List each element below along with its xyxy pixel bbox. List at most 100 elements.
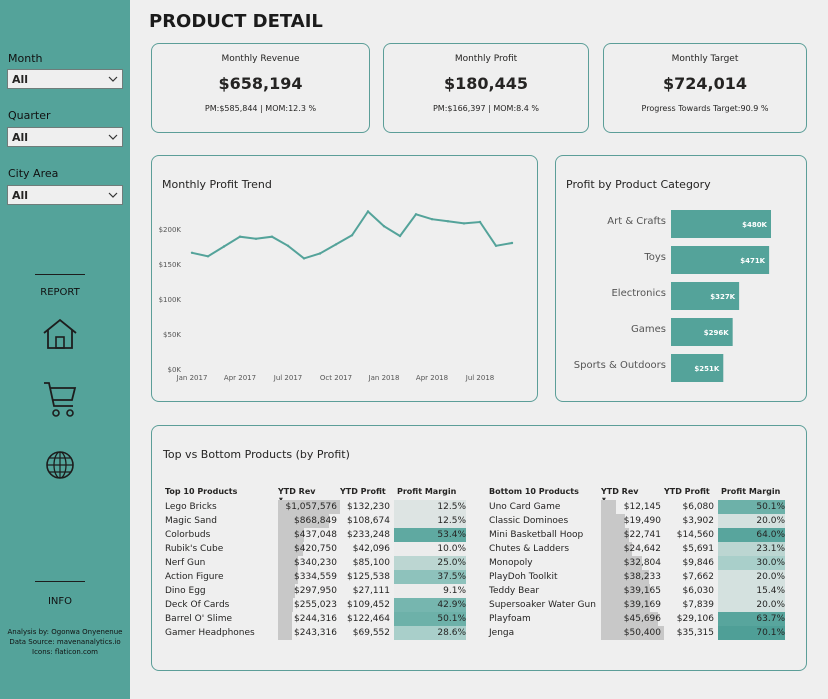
ytd-revenue: $297,950 [278, 584, 340, 598]
ytd-revenue: $39,169 [601, 598, 664, 612]
table-row[interactable]: Mini Basketball Hoop $22,741 $14,560 64.0% [489, 528, 785, 542]
ytd-revenue: $1,057,576 [278, 500, 340, 514]
revenue-value: $39,165 [623, 586, 661, 596]
bar-data-label: $251K [694, 365, 719, 373]
top-bottom-products-card: Top vs Bottom Products (by Profit) Top 1… [151, 425, 807, 671]
table-row[interactable]: Playfoam $45,696 $29,106 63.7% [489, 612, 785, 626]
column-header[interactable]: Top 10 Products [165, 486, 238, 496]
data-point [270, 235, 274, 238]
ytd-revenue: $420,750 [278, 542, 340, 556]
profit-margin: 12.5% [394, 514, 466, 528]
table-row[interactable]: Deck Of Cards $255,023 $109,452 42.9% [165, 598, 466, 612]
x-tick-label: Jan 2017 [176, 374, 208, 382]
globe-icon[interactable] [45, 450, 75, 480]
product-name: Teddy Bear [489, 586, 540, 596]
quarter-filter-dropdown[interactable]: All [7, 127, 123, 147]
bar-data-label: $296K [704, 329, 729, 337]
column-header[interactable]: Bottom 10 Products [489, 486, 579, 496]
report-nav-label[interactable]: REPORT [40, 287, 80, 298]
column-header[interactable]: YTD Profit [664, 486, 710, 496]
column-header[interactable]: Profit Margin [721, 486, 781, 496]
product-name: Dino Egg [165, 586, 206, 596]
table-row[interactable]: Chutes & Ladders $24,642 $5,691 23.1% [489, 542, 785, 556]
table-row[interactable]: Uno Card Game $12,145 $6,080 50.1% [489, 500, 785, 514]
table-row[interactable]: Jenga $50,400 $35,315 70.1% [489, 626, 785, 640]
profit-margin: 70.1% [718, 626, 785, 640]
table-row[interactable]: Action Figure $334,559 $125,538 37.5% [165, 570, 466, 584]
ytd-profit: $132,230 [347, 502, 390, 512]
table-row[interactable]: Magic Sand $868,849 $108,674 12.5% [165, 514, 466, 528]
category-bar[interactable] [671, 354, 724, 382]
table-row[interactable]: Dino Egg $297,950 $27,111 9.1% [165, 584, 466, 598]
credit-analysis: Analysis by: Ogonwa Onyenenue [7, 628, 123, 636]
ytd-revenue: $39,165 [601, 584, 664, 598]
table-row[interactable]: Colorbuds $437,048 $233,248 53.4% [165, 528, 466, 542]
revenue-value: $39,169 [623, 600, 661, 610]
ytd-profit: $109,452 [347, 600, 390, 610]
revenue-value: $45,696 [623, 614, 661, 624]
cart-icon[interactable] [42, 380, 78, 418]
month-filter-value: All [12, 73, 29, 86]
profit-margin: 12.5% [394, 500, 466, 514]
revenue-value: $19,490 [623, 516, 661, 526]
ytd-profit: $233,248 [347, 530, 390, 540]
credit-icons: Icons: flaticon.com [32, 648, 98, 656]
info-nav-label[interactable]: INFO [47, 596, 73, 607]
ytd-revenue: $243,316 [278, 626, 340, 640]
product-name: Playfoam [489, 614, 531, 624]
column-header[interactable]: Profit Margin [397, 486, 457, 496]
bar-data-label: $327K [710, 293, 735, 301]
category-bar[interactable] [671, 318, 733, 346]
profit-margin: 15.4% [718, 584, 785, 598]
category-bar[interactable] [671, 210, 771, 238]
ytd-revenue: $22,741 [601, 528, 664, 542]
ytd-revenue: $340,230 [278, 556, 340, 570]
column-header[interactable]: YTD Profit [340, 486, 386, 496]
table-row[interactable]: Barrel O' Slime $244,316 $122,464 50.1% [165, 612, 466, 626]
column-header[interactable]: YTD Rev▼ [278, 482, 340, 504]
ytd-profit: $125,538 [347, 572, 390, 582]
table-row[interactable]: Nerf Gun $340,230 $85,100 25.0% [165, 556, 466, 570]
revenue-databar [278, 584, 296, 598]
bar-chart: Art & Crafts $480K Toys $471K Electronics $32… [574, 210, 771, 382]
table-row[interactable]: Rubik's Cube $420,750 $42,096 10.0% [165, 542, 466, 556]
table-row[interactable]: Lego Bricks $1,057,576 $132,230 12.5% [165, 500, 466, 514]
table-row[interactable]: Gamer Headphones $243,316 $69,552 28.6% [165, 626, 466, 640]
profit-margin: 20.0% [718, 598, 785, 612]
column-header[interactable]: YTD Rev▼ [601, 482, 664, 504]
bottom-products-table: Bottom 10 Products YTD Rev▼YTD Profit Prof… [489, 482, 785, 640]
table-row[interactable]: PlayDoh Toolkit $38,233 $7,662 20.0% [489, 570, 785, 584]
kpi-value: $658,194 [218, 74, 303, 93]
credit-data-source: Data Source: mavenanalytics.io [9, 638, 121, 646]
product-name: Deck Of Cards [165, 600, 230, 610]
city-area-filter-dropdown[interactable]: All [7, 185, 123, 205]
top-products-table: Top 10 Products YTD Rev▼YTD Profit Profit … [165, 482, 466, 640]
category-bar[interactable] [671, 246, 770, 274]
table-row[interactable]: Monopoly $32,804 $9,846 30.0% [489, 556, 785, 570]
ytd-revenue: $255,023 [278, 598, 340, 612]
x-tick-label: Oct 2017 [320, 374, 352, 382]
product-name: Chutes & Ladders [489, 544, 570, 554]
x-tick-label: Jan 2018 [368, 374, 400, 382]
ytd-profit: $7,839 [682, 600, 715, 610]
table-row[interactable]: Classic Dominoes $19,490 $3,902 20.0% [489, 514, 785, 528]
product-name: Monopoly [489, 558, 533, 568]
table-row[interactable]: Teddy Bear $39,165 $6,030 15.4% [489, 584, 785, 598]
kpi-title: Monthly Revenue [221, 54, 300, 64]
category-bar[interactable] [671, 282, 740, 310]
ytd-profit: $122,464 [347, 614, 390, 624]
revenue-databar [601, 584, 650, 598]
y-tick-label: $100K [159, 296, 182, 304]
revenue-value: $22,741 [623, 530, 661, 540]
x-tick-label: Apr 2018 [416, 374, 448, 382]
table-row[interactable]: Supersoaker Water Gun $39,169 $7,839 20.0% [489, 598, 785, 612]
revenue-value: $24,642 [623, 544, 661, 554]
ytd-revenue: $334,559 [278, 570, 340, 584]
table-header-row: Top 10 Products YTD Rev▼YTD Profit Profit … [165, 482, 466, 504]
product-name: Mini Basketball Hoop [489, 530, 584, 540]
category-label: Art & Crafts [607, 216, 666, 227]
month-filter-dropdown[interactable]: All [7, 69, 123, 89]
home-icon[interactable] [42, 318, 78, 350]
data-point [190, 251, 194, 254]
revenue-databar [601, 542, 632, 556]
